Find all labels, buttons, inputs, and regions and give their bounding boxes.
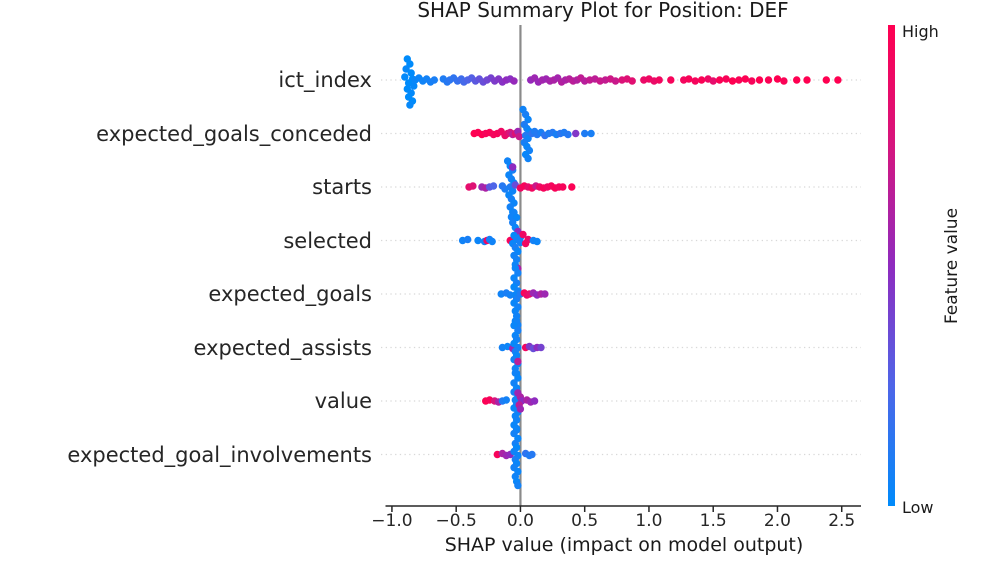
shap-point — [506, 291, 514, 299]
shap-point — [509, 163, 517, 171]
x-tick-label: −0.5 — [435, 511, 477, 531]
feature-label-expected_goals: expected_goals — [208, 282, 372, 306]
shap-point — [524, 115, 532, 124]
shap-point — [755, 76, 764, 84]
x-axis-label: SHAP value (impact on model output) — [444, 534, 804, 556]
shap-point — [697, 76, 706, 84]
shap-point — [834, 76, 842, 84]
shap-point — [748, 77, 756, 85]
shap-point — [741, 75, 749, 83]
colorbar-low-label: Low — [902, 498, 934, 517]
beeswarm-row-expected_assists — [498, 316, 545, 378]
beeswarm-row-value — [482, 369, 539, 434]
shap-point — [524, 154, 532, 163]
shap-point — [533, 237, 541, 246]
beeswarm-row-starts — [465, 157, 576, 221]
shap-point — [514, 269, 522, 277]
shap-point — [488, 237, 496, 246]
shap-point — [407, 69, 415, 77]
feature-label-expected_goals_conceded: expected_goals_conceded — [96, 121, 372, 146]
shap-point — [722, 75, 730, 83]
colorbar-high-label: High — [902, 22, 939, 41]
feature-label-value: value — [314, 389, 372, 413]
shap-point — [519, 230, 527, 239]
shap-point — [528, 450, 536, 459]
shap-point — [510, 77, 518, 85]
shap-point — [510, 429, 518, 438]
shap-point — [667, 76, 675, 84]
shap-point — [514, 481, 522, 490]
shap-point — [611, 77, 620, 85]
shap-point — [655, 76, 663, 84]
shap-point — [516, 405, 525, 413]
shap-point — [728, 77, 737, 85]
shap-point — [715, 76, 724, 84]
shap-point — [402, 65, 410, 73]
x-tick-label: 2.0 — [763, 511, 791, 531]
feature-label-selected: selected — [283, 228, 372, 253]
shap-point — [498, 182, 507, 190]
shap-point — [793, 76, 801, 84]
shap-point — [773, 75, 782, 83]
shap-point — [464, 235, 472, 244]
feature-label-expected_goal_involvements: expected_goal_involvements — [67, 442, 372, 467]
shap-point — [587, 129, 595, 138]
feature-label-expected_assists: expected_assists — [193, 335, 372, 360]
shap-point — [406, 60, 414, 68]
feature-label-starts: starts — [312, 175, 372, 199]
shap-point — [474, 236, 482, 245]
x-tick-label: 0.0 — [506, 511, 534, 531]
beeswarm-row-ict_index — [401, 55, 842, 109]
shap-point — [628, 77, 636, 85]
shap-point — [691, 77, 699, 85]
feature-label-ict_index: ict_index — [278, 68, 372, 92]
colorbar-title: Feature value — [942, 207, 962, 325]
colorbar-gradient — [888, 25, 895, 506]
shap-point — [564, 130, 572, 139]
shap-point — [572, 129, 580, 138]
shap-point — [735, 76, 743, 84]
shap-point — [822, 76, 830, 84]
shap-point — [685, 75, 693, 83]
x-tick-label: 0.5 — [571, 511, 599, 531]
shap-point — [541, 290, 549, 298]
x-tick-label: −1.0 — [371, 511, 413, 531]
shap-point — [537, 343, 545, 352]
shap-point — [512, 213, 521, 222]
shap-point — [502, 396, 510, 404]
x-tick-label: 1.5 — [699, 511, 727, 531]
beeswarm-row-expected_goal_involvements — [493, 424, 536, 490]
shap-point — [489, 182, 498, 190]
shap-point — [568, 183, 576, 191]
beeswarm-row-expected_goals_conceded — [470, 105, 595, 163]
shap-point — [709, 77, 717, 85]
shap-point — [510, 321, 518, 330]
shap-point — [559, 183, 567, 191]
shap-point — [430, 76, 438, 84]
beeswarm-row-expected_goals — [497, 264, 549, 329]
shap-point — [406, 101, 414, 109]
shap-point — [514, 357, 522, 366]
chart-title: SHAP Summary Plot for Position: DEF — [417, 0, 789, 22]
shap-point — [410, 82, 418, 90]
shap-point — [764, 76, 773, 84]
shap-point — [530, 397, 539, 405]
x-tick-label: 2.5 — [828, 511, 856, 531]
shap-point — [581, 129, 589, 138]
shap-point — [514, 374, 522, 382]
shap-point — [469, 182, 477, 190]
x-tick-label: 1.0 — [635, 511, 663, 531]
shap-point — [780, 77, 788, 85]
shap-point — [803, 76, 811, 84]
shap-point — [515, 132, 523, 141]
shap-point — [401, 73, 409, 81]
beeswarm-row-selected — [458, 208, 541, 273]
